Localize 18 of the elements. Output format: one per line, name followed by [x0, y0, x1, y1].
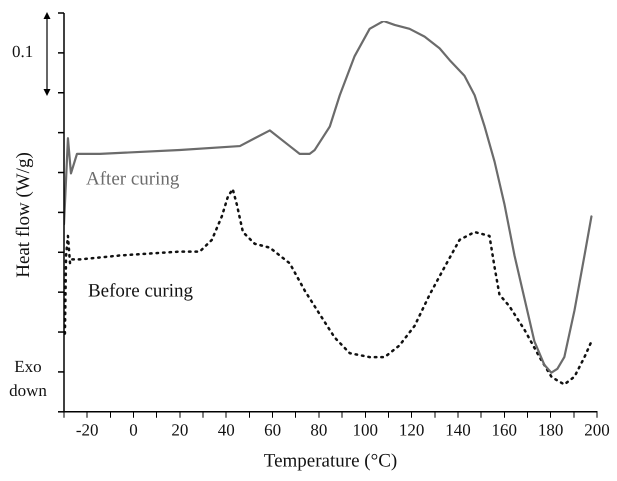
series-label: Before curing [88, 280, 194, 302]
text: 0.1 [12, 42, 34, 62]
x-tick-label: 60 [264, 420, 282, 440]
x-tick-label: -20 [76, 420, 99, 440]
x-tick-label: 140 [445, 420, 471, 440]
series-label: After curing [86, 168, 180, 190]
x-axis-title: Temperature (°C) [264, 450, 398, 472]
x-tick-label: 200 [584, 420, 610, 440]
y-axis-title: Heat flow (W/g) [13, 152, 35, 278]
x-tick-label: 0 [129, 420, 138, 440]
x-tick-label: 40 [218, 420, 235, 440]
x-tick-label: 180 [538, 420, 564, 440]
x-tick-label: 120 [398, 420, 424, 440]
x-tick-label: 160 [492, 420, 518, 440]
x-tick-label: 20 [171, 420, 188, 440]
x-tick-label: 100 [352, 420, 378, 440]
x-tick-label: 80 [310, 420, 328, 440]
text: Exo down [8, 356, 48, 402]
